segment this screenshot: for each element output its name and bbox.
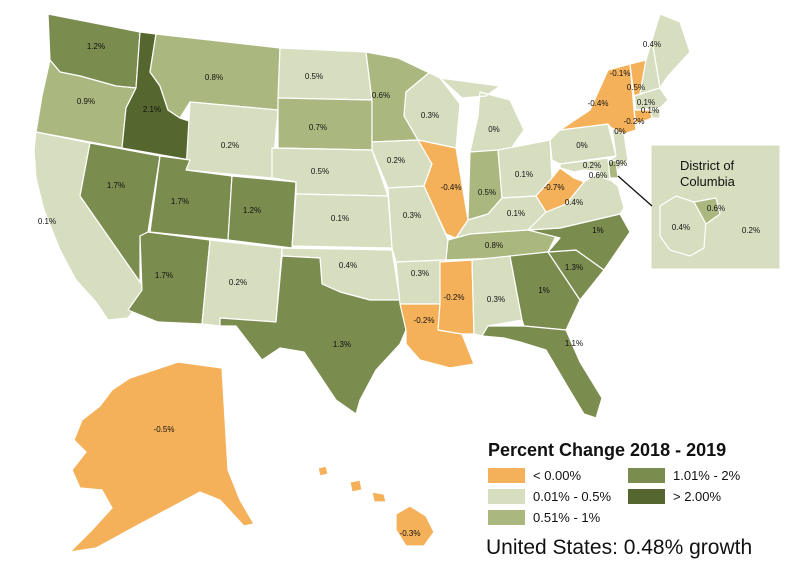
state-value-label-il: -0.4% [441, 183, 462, 192]
state-value-label-sc: 1.3% [565, 263, 583, 272]
state-value-label-mi: 0% [488, 125, 500, 134]
state-value-label-nv: 1.7% [107, 181, 125, 190]
state-value-label-wi: 0.3% [421, 111, 439, 120]
state-value-label-ia: 0.2% [387, 156, 405, 165]
dc-inset [617, 145, 780, 269]
state-value-label-al: 0.3% [487, 295, 505, 304]
legend: Percent Change 2018 - 2019 < 0.00% 1.01%… [488, 440, 793, 526]
state-value-label-ar: 0.3% [411, 269, 429, 278]
state-wyoming [185, 101, 279, 179]
state-value-label-az: 1.7% [155, 271, 173, 280]
dc-inset-title: District of Columbia [680, 158, 735, 189]
legend-swatch-0-05 [488, 489, 525, 504]
state-value-label-mt: 0.8% [205, 73, 223, 82]
legend-swatch-051-1 [488, 510, 525, 525]
state-florida [481, 325, 603, 419]
state-value-label-ms: -0.2% [444, 293, 465, 302]
legend-item-0-05: 0.01% - 0.5% [488, 488, 628, 505]
state-colorado [227, 175, 297, 249]
state-value-label-ma: 0.1% [637, 98, 655, 107]
legend-label-over-2: > 2.00% [673, 489, 722, 504]
state-value-label-la: -0.2% [414, 316, 435, 325]
state-value-label-co: 1.2% [243, 206, 261, 215]
dc-leader-line [617, 175, 653, 207]
state-value-label-ct: -0.2% [624, 117, 645, 126]
state-value-label-nj: 0% [614, 127, 626, 136]
legend-swatch-1-2 [628, 468, 665, 483]
legend-item-negative: < 0.00% [488, 467, 628, 484]
state-arkansas [395, 259, 447, 305]
state-illinois [417, 139, 469, 239]
state-value-label-nm: 0.2% [229, 278, 247, 287]
state-value-label-oh: 0.1% [515, 170, 533, 179]
legend-label-1-2: 1.01% - 2% [673, 468, 741, 483]
state-maryland [559, 157, 611, 181]
state-value-label-ga: 1% [538, 286, 550, 295]
state-massachusetts [633, 87, 669, 111]
state-value-label-ca: 0.1% [38, 217, 56, 226]
legend-item-1-2: 1.01% - 2% [628, 467, 778, 484]
state-value-label-ny: -0.4% [588, 99, 609, 108]
state-north-dakota [277, 47, 373, 101]
dc-inset-va-value: 0.2% [742, 226, 760, 235]
legend-label-051-1: 0.51% - 1% [533, 510, 601, 525]
state-value-label-md: 0.2% [583, 161, 601, 170]
state-value-label-mo: 0.3% [403, 211, 421, 220]
us-growth-summary: United States: 0.48% growth [486, 536, 753, 559]
state-value-label-dc: 0.6% [589, 171, 607, 180]
state-value-label-ut: 1.7% [171, 197, 189, 206]
states-layer [33, 13, 691, 553]
state-connecticut [633, 109, 653, 125]
state-value-label-wv: -0.7% [544, 183, 565, 192]
legend-title: Percent Change 2018 - 2019 [488, 440, 727, 460]
state-value-label-pa: 0% [576, 141, 588, 150]
dc-inset-labels: 0.6% 0.4% 0.2% [672, 204, 760, 235]
state-hawaii-islands [317, 465, 387, 503]
state-west-virginia [535, 167, 585, 213]
state-hawaii [395, 505, 435, 547]
state-value-label-de: 0.9% [609, 159, 627, 168]
state-value-label-or: 0.9% [77, 97, 95, 106]
dc-inset-dc [693, 197, 721, 225]
state-value-label-mn: 0.6% [372, 91, 390, 100]
state-texas [219, 255, 407, 415]
state-value-label-wy: 0.2% [221, 141, 239, 150]
state-value-label-tn: 0.8% [485, 241, 503, 250]
state-value-label-ri: 0.1% [641, 106, 659, 115]
state-maine [651, 13, 691, 89]
state-value-label-va: 0.4% [565, 198, 583, 207]
dc-inset-maryland [659, 195, 707, 257]
state-value-label-me: 0.4% [643, 40, 661, 49]
state-value-label-vt: -0.1% [610, 69, 631, 78]
state-value-label-tx: 1.3% [333, 340, 351, 349]
state-value-label-in: 0.5% [478, 188, 496, 197]
state-value-label-ok: 0.4% [339, 261, 357, 270]
state-value-label-sd: 0.7% [309, 123, 327, 132]
state-value-label-wa: 1.2% [87, 42, 105, 51]
state-value-label-ky: 0.1% [507, 209, 525, 218]
state-value-label-ks: 0.1% [331, 214, 349, 223]
legend-label-0-05: 0.01% - 0.5% [533, 489, 612, 504]
legend-label-negative: < 0.00% [533, 468, 582, 483]
dc-inset-md-value: 0.4% [672, 223, 690, 232]
state-value-label-nd: 0.5% [305, 72, 323, 81]
state-value-label-nc: 1% [592, 226, 604, 235]
labels-layer: 1.2% 0.9% 0.1% 2.1% 1.7% 0.8% 0.2% 1.7% 1.7% 1.2%… [38, 40, 661, 538]
legend-swatch-over-2 [628, 489, 665, 504]
state-value-label-ne: 0.5% [311, 167, 329, 176]
state-value-label-id: 2.1% [143, 105, 161, 114]
state-value-label-nh: 0.5% [627, 83, 645, 92]
state-value-label-ak: -0.5% [154, 425, 175, 434]
legend-swatch-negative [488, 468, 525, 483]
state-value-label-hi: -0.3% [400, 529, 421, 538]
legend-grid: < 0.00% 1.01% - 2% 0.01% - 0.5% > 2.00% … [488, 467, 793, 526]
dc-inset-dc-value: 0.6% [707, 204, 725, 213]
legend-item-over-2: > 2.00% [628, 488, 778, 505]
state-alaska [69, 361, 255, 553]
legend-item-051-1: 0.51% - 1% [488, 509, 628, 526]
state-value-label-fl: 1.1% [565, 339, 583, 348]
